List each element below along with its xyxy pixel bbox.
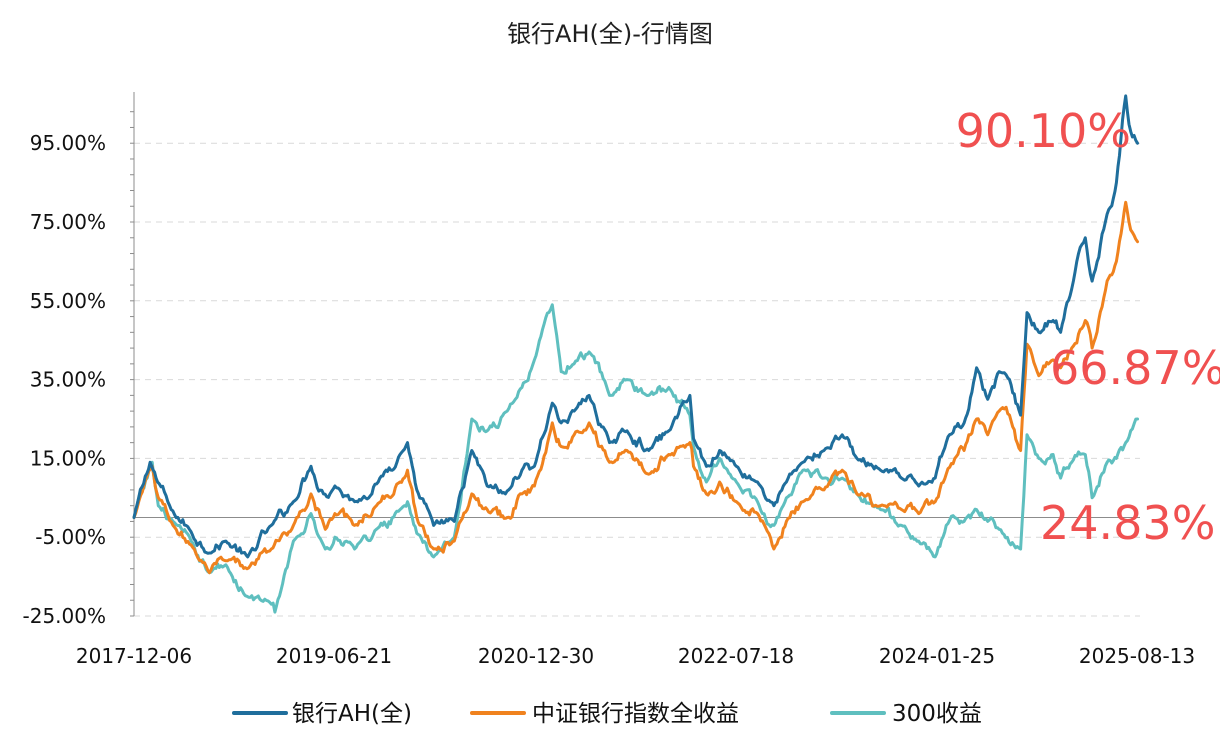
value-annotation: 90.10% [956, 104, 1131, 158]
legend-label: 中证银行指数全收益 [532, 701, 739, 727]
y-tick-label: 15.00% [30, 446, 106, 470]
legend-label: 300收益 [892, 701, 982, 727]
series-layer [132, 94, 1139, 614]
y-tick-label: 75.00% [30, 210, 106, 234]
x-tick-label: 2019-06-21 [276, 644, 392, 668]
series-line [132, 94, 1139, 559]
x-tick-label: 2020-12-30 [478, 644, 594, 668]
annotation-layer: 90.10% 66.87% 24.83% [956, 104, 1220, 550]
y-tick-label: 95.00% [30, 131, 106, 155]
chart-title: 银行AH(全)-行情图 [507, 20, 713, 48]
legend-layer: 银行AH(全) 中证银行指数全收益 300收益 [232, 701, 982, 727]
y-tick-label: -5.00% [35, 525, 106, 549]
value-annotation: 24.83% [1040, 496, 1215, 550]
x-tick-label: 2017-12-06 [76, 644, 192, 668]
y-tick-label: 55.00% [30, 289, 106, 313]
x-tick-label: 2025-08-13 [1079, 644, 1195, 668]
x-tick-label: 2024-01-25 [879, 644, 995, 668]
axis-layer: 95.00% 75.00% 55.00% 35.00% 15.00% -5.00% -25.… [23, 92, 1195, 668]
y-tick-label: 35.00% [30, 368, 106, 392]
x-tick-label: 2022-07-18 [678, 644, 794, 668]
grid-layer [134, 142, 1140, 617]
y-tick-label: -25.00% [23, 604, 106, 628]
series-line [132, 303, 1139, 614]
value-annotation: 66.87% [1050, 341, 1220, 395]
series-line [132, 200, 1139, 575]
legend-label: 银行AH(全) [292, 701, 412, 727]
